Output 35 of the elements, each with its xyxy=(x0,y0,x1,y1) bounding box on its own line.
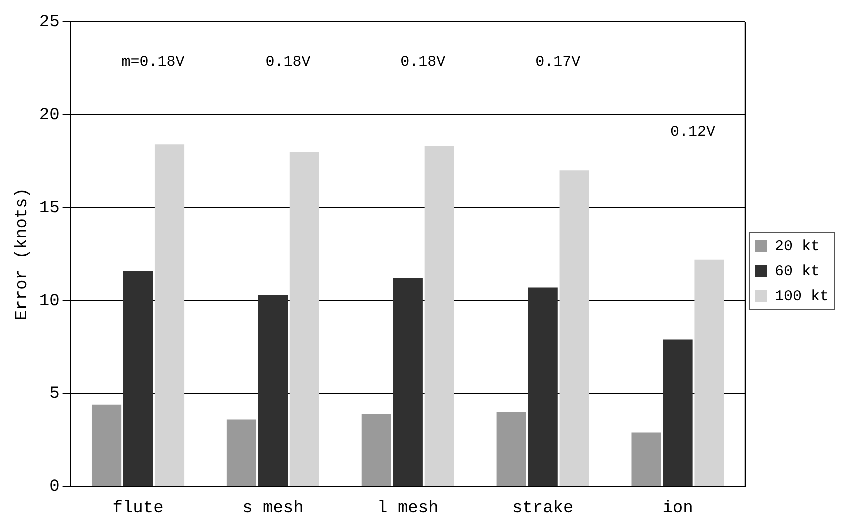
bar xyxy=(424,146,454,486)
bar xyxy=(393,278,423,486)
annotation: 0.12V xyxy=(670,124,716,141)
bar xyxy=(362,414,392,486)
y-tick-label: 10 xyxy=(39,292,60,312)
bar xyxy=(258,295,288,486)
bar xyxy=(92,404,122,486)
annotation: 0.18V xyxy=(400,54,446,71)
bar xyxy=(663,340,693,486)
legend-label: 100 kt xyxy=(774,288,830,306)
bar xyxy=(560,170,590,486)
x-tick-label: strake xyxy=(512,499,574,518)
y-tick-label: 0 xyxy=(50,478,60,498)
bar xyxy=(154,144,185,486)
x-tick-label: ion xyxy=(662,499,694,518)
x-tick-label: flute xyxy=(112,499,164,518)
bar xyxy=(632,432,662,486)
y-tick-label: 25 xyxy=(39,14,60,32)
x-tick-label: s mesh xyxy=(242,499,304,518)
y-axis-title: Error (knots) xyxy=(14,188,33,321)
bar xyxy=(528,288,558,486)
bar xyxy=(496,412,526,486)
annotation: m=0.18V xyxy=(122,54,185,71)
annotation: 0.17V xyxy=(536,54,581,71)
bar xyxy=(226,420,257,486)
bar xyxy=(123,271,154,486)
y-tick-label: 20 xyxy=(39,106,60,126)
legend-label: 60 kt xyxy=(774,263,820,280)
y-tick-label: 5 xyxy=(50,385,60,404)
y-tick-label: 15 xyxy=(39,199,60,218)
annotation: 0.18V xyxy=(266,54,311,71)
x-tick-label: l mesh xyxy=(378,499,439,518)
bar xyxy=(694,260,724,486)
bar xyxy=(290,152,320,486)
legend-label: 20 kt xyxy=(774,238,820,256)
